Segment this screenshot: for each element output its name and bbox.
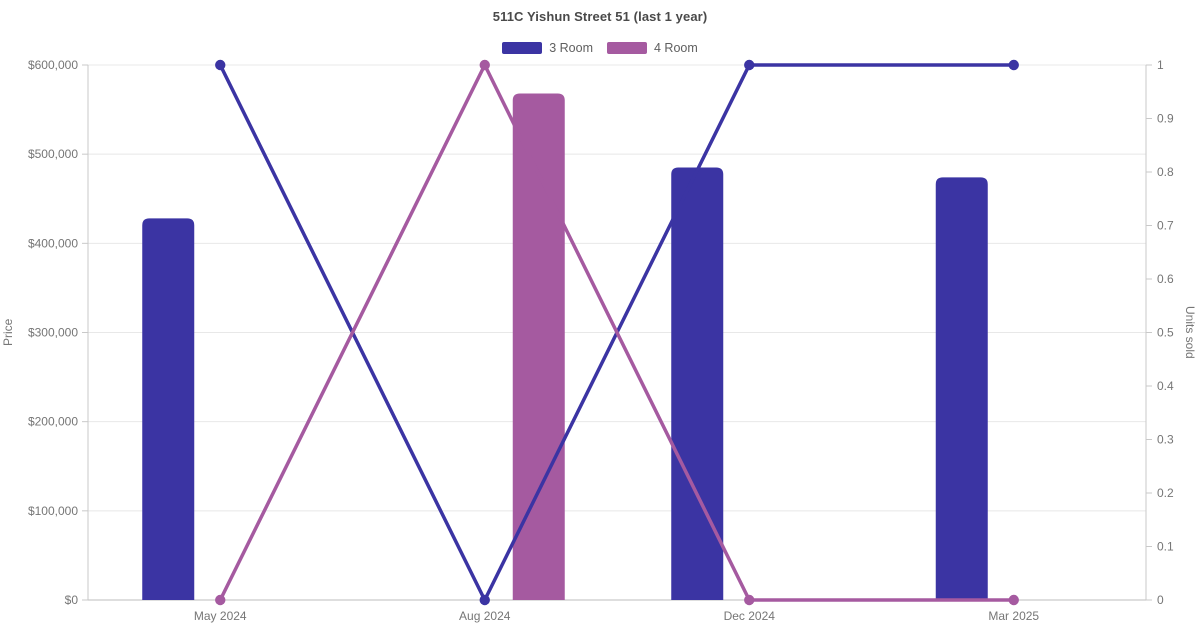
right-axis-tick-label: 0.7: [1157, 219, 1174, 233]
left-axis-tick-label: $0: [65, 593, 79, 607]
right-axis-tick-label: 0.6: [1157, 272, 1174, 286]
left-axis-tick-label: $100,000: [28, 504, 78, 518]
left-axis-title: Price: [1, 318, 15, 347]
chart-title: 511C Yishun Street 51 (last 1 year): [492, 9, 708, 24]
point-4-room-aug-2024[interactable]: [479, 59, 490, 71]
right-axis-title: Units sold: [1183, 306, 1197, 359]
x-axis-label-aug-2024: Aug 2024: [459, 609, 511, 623]
left-axis-tick-label: $300,000: [28, 326, 78, 340]
point-4-room-dec-2024[interactable]: [744, 594, 755, 606]
legend-swatch-4-room-icon: [607, 42, 647, 54]
legend-item-4-room[interactable]: 4 Room: [607, 41, 698, 55]
point-3-room-dec-2024[interactable]: [744, 59, 755, 71]
bar-3-room-may-2024[interactable]: [142, 218, 195, 600]
line-4-room-units-sold: [218, 63, 1016, 602]
point-4-room-mar-2025[interactable]: [1008, 594, 1019, 606]
right-axis-tick-label: 0.2: [1157, 486, 1174, 500]
point-3-room-may-2024[interactable]: [215, 59, 226, 71]
point-3-room-aug-2024[interactable]: [479, 594, 490, 606]
right-axis-tick-label: 0: [1157, 593, 1164, 607]
right-axis-tick-label: 0.8: [1157, 165, 1174, 179]
left-axis-tick-label: $600,000: [28, 58, 78, 72]
right-axis-tick-label: 0.3: [1157, 433, 1174, 447]
right-axis-tick-label: 0.9: [1157, 112, 1174, 126]
left-axis-tick-label: $500,000: [28, 147, 78, 161]
right-axis-tick-label: 0.5: [1157, 326, 1174, 340]
left-axis-tick-label: $400,000: [28, 236, 78, 250]
bar-3-room-mar-2025[interactable]: [935, 177, 988, 600]
x-axis-label-mar-2025: Mar 2025: [988, 609, 1039, 623]
right-axis-tick-label: 0.1: [1157, 540, 1174, 554]
right-axis-tick-label: 1: [1157, 58, 1164, 72]
legend-swatch-3-room-icon: [502, 42, 543, 54]
left-axis-tick-label: $200,000: [28, 415, 78, 429]
x-axis-label-dec-2024: Dec 2024: [724, 609, 776, 623]
bar-4-room-aug-2024[interactable]: [512, 93, 565, 601]
legend: 3 Room 4 Room: [0, 41, 1200, 55]
legend-item-3-room[interactable]: 3 Room: [502, 41, 593, 55]
point-3-room-mar-2025[interactable]: [1008, 59, 1019, 71]
legend-label-4-room: 4 Room: [654, 41, 698, 55]
legend-label-3-room: 3 Room: [549, 41, 593, 55]
point-4-room-may-2024[interactable]: [215, 594, 226, 606]
bar-3-room-dec-2024[interactable]: [671, 167, 724, 600]
right-axis-tick-label: 0.4: [1157, 379, 1174, 393]
x-axis-label-may-2024: May 2024: [194, 609, 247, 623]
